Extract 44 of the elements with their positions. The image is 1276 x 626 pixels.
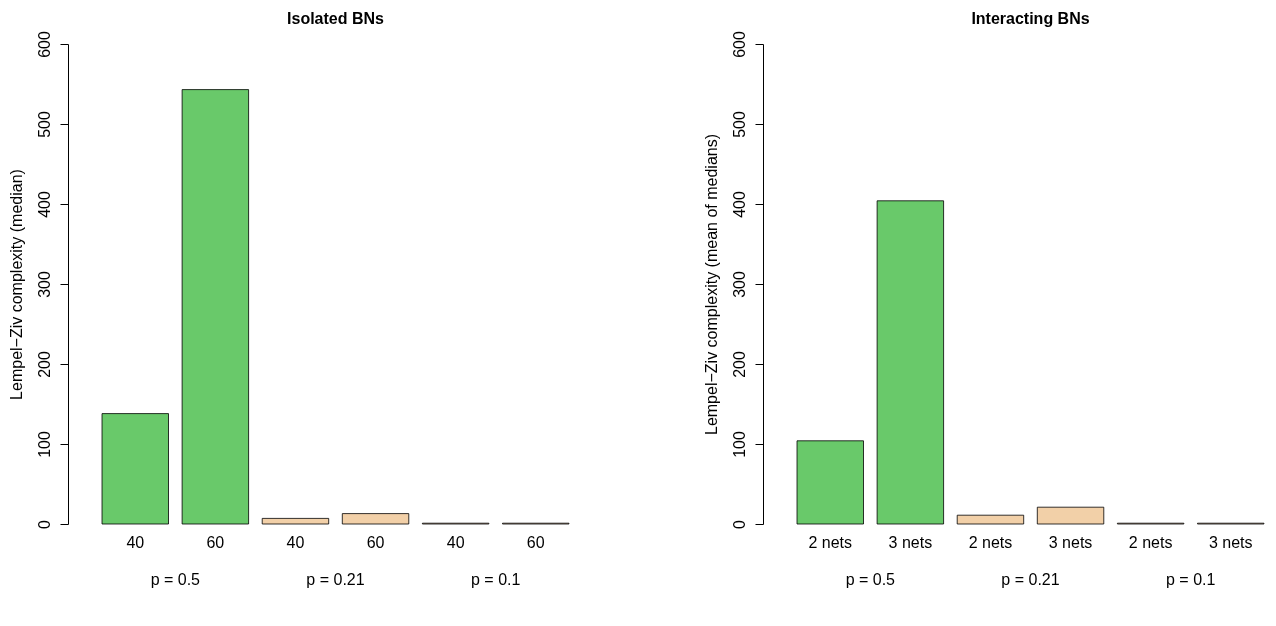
y-tick-label: 400: [35, 191, 53, 218]
x-tick-label: 2 nets: [968, 533, 1013, 551]
x-tick-label: 60: [206, 533, 225, 551]
text: p = 0.5: [845, 571, 896, 588]
bar: [956, 514, 1025, 525]
y-tick-label: 0: [35, 519, 53, 529]
y-tick-label: 500: [35, 111, 53, 138]
y-tick-label: 300: [730, 271, 748, 298]
y-tick-label: 600: [730, 31, 748, 58]
bar: [341, 513, 410, 525]
y-tick-label: 300: [35, 271, 53, 298]
y-tick-label: 100: [35, 431, 53, 458]
bar: [796, 440, 864, 525]
chart-title: Isolated BNs: [287, 9, 385, 27]
x-tick-label: 3 nets: [1208, 533, 1253, 551]
x-tick-label: 3 nets: [888, 533, 933, 551]
bar: [181, 89, 249, 525]
text: p = 0.5: [150, 571, 201, 588]
y-tick-label: 500: [730, 111, 748, 138]
y-axis-title: Lempel−Ziv complexity (mean of medians): [702, 133, 720, 436]
x-tick-label: 3 nets: [1048, 533, 1093, 551]
x-tick-label: 40: [126, 533, 145, 551]
y-tick-label: 100: [730, 431, 748, 458]
y-tick-label: 200: [730, 351, 748, 378]
y-tick-label: 200: [35, 351, 53, 378]
text: p = 0.21: [306, 571, 365, 588]
x-tick-label: 60: [526, 533, 545, 551]
y-tick-label: 600: [35, 31, 53, 58]
y-tick-label: 0: [730, 519, 748, 529]
chart-title: Interacting BNs: [971, 9, 1090, 27]
text: p = 0.21: [1001, 571, 1060, 588]
bar: [876, 200, 944, 525]
y-tick-label: 400: [730, 191, 748, 218]
x-tick-label: 40: [446, 533, 465, 551]
bar: [1036, 506, 1105, 525]
x-tick-label: 2 nets: [808, 533, 853, 551]
y-axis-title: Lempel−Ziv complexity (median): [7, 169, 25, 400]
bar: [101, 413, 169, 525]
bar: [261, 518, 330, 525]
text: p = 0.1: [471, 571, 521, 588]
x-tick-label: 60: [366, 533, 385, 551]
x-tick-label: 40: [286, 533, 305, 551]
text: p = 0.1: [1166, 571, 1216, 588]
x-tick-label: 2 nets: [1128, 533, 1173, 551]
